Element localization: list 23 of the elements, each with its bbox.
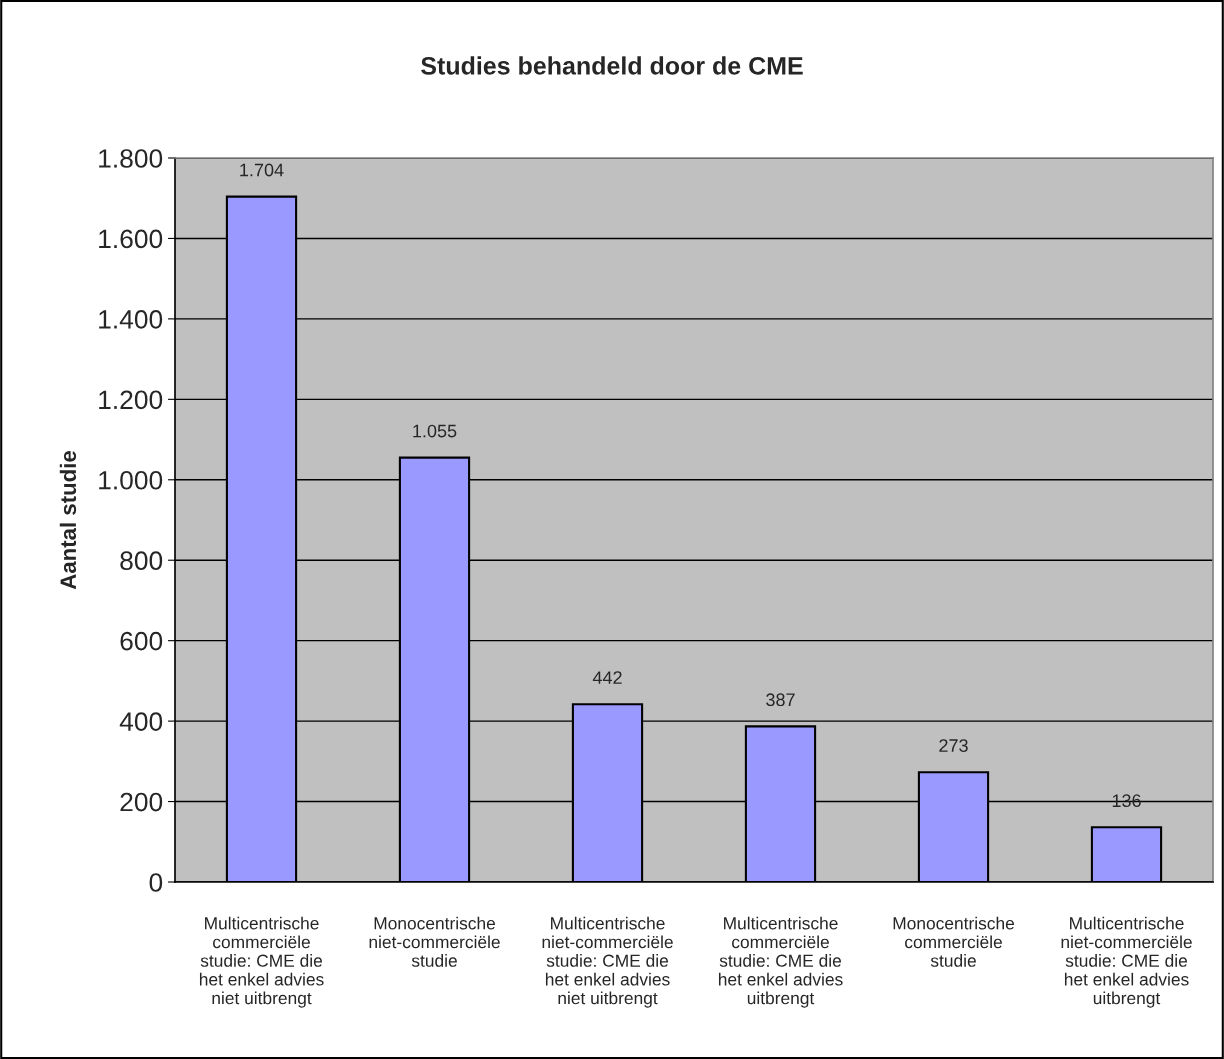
data-label: 1.704 bbox=[240, 163, 284, 177]
y-tick-label: 1.000 bbox=[99, 470, 163, 490]
data-label: 442 bbox=[592, 671, 622, 684]
y-tick-label: 200 bbox=[120, 792, 163, 812]
x-tick-label: Multicentrische niet-commerciële studie: CME die het enkel advies uitbrengt bbox=[1061, 916, 1192, 1008]
y-tick-label: 1.600 bbox=[99, 229, 163, 249]
x-tick-label: Multicentrische commerciële studie: CME die het enkel advies niet uitbrengt bbox=[199, 916, 324, 1008]
y-tick-label: 1.800 bbox=[99, 149, 163, 168]
data-label: 387 bbox=[766, 693, 795, 707]
x-tick-label: Multicentrische niet-commerciële studie: CME die het enkel advies niet uitbrengt bbox=[542, 916, 673, 1008]
y-axis-title: Aantal studie bbox=[59, 450, 77, 590]
y-tick-label: 1.400 bbox=[99, 310, 163, 329]
data-label: 1.055 bbox=[413, 424, 457, 438]
chart-title: Studies behandeld door de CME bbox=[421, 56, 803, 75]
y-tick-label: 1.200 bbox=[99, 390, 163, 410]
x-tick-label: Monocentrische niet-commerciële studie bbox=[369, 916, 500, 967]
y-tick-label: 600 bbox=[120, 631, 163, 651]
data-label: 273 bbox=[939, 739, 968, 752]
y-tick-label: 800 bbox=[120, 551, 163, 571]
y-tick-label: 400 bbox=[119, 712, 163, 731]
x-tick-label: Multicentrische commerciële studie: CME die het enkel advies uitbrengt bbox=[718, 916, 843, 1008]
y-tick-label: 0 bbox=[149, 873, 163, 892]
x-tick-label: Monocentrische commerciële studie bbox=[893, 916, 1015, 967]
